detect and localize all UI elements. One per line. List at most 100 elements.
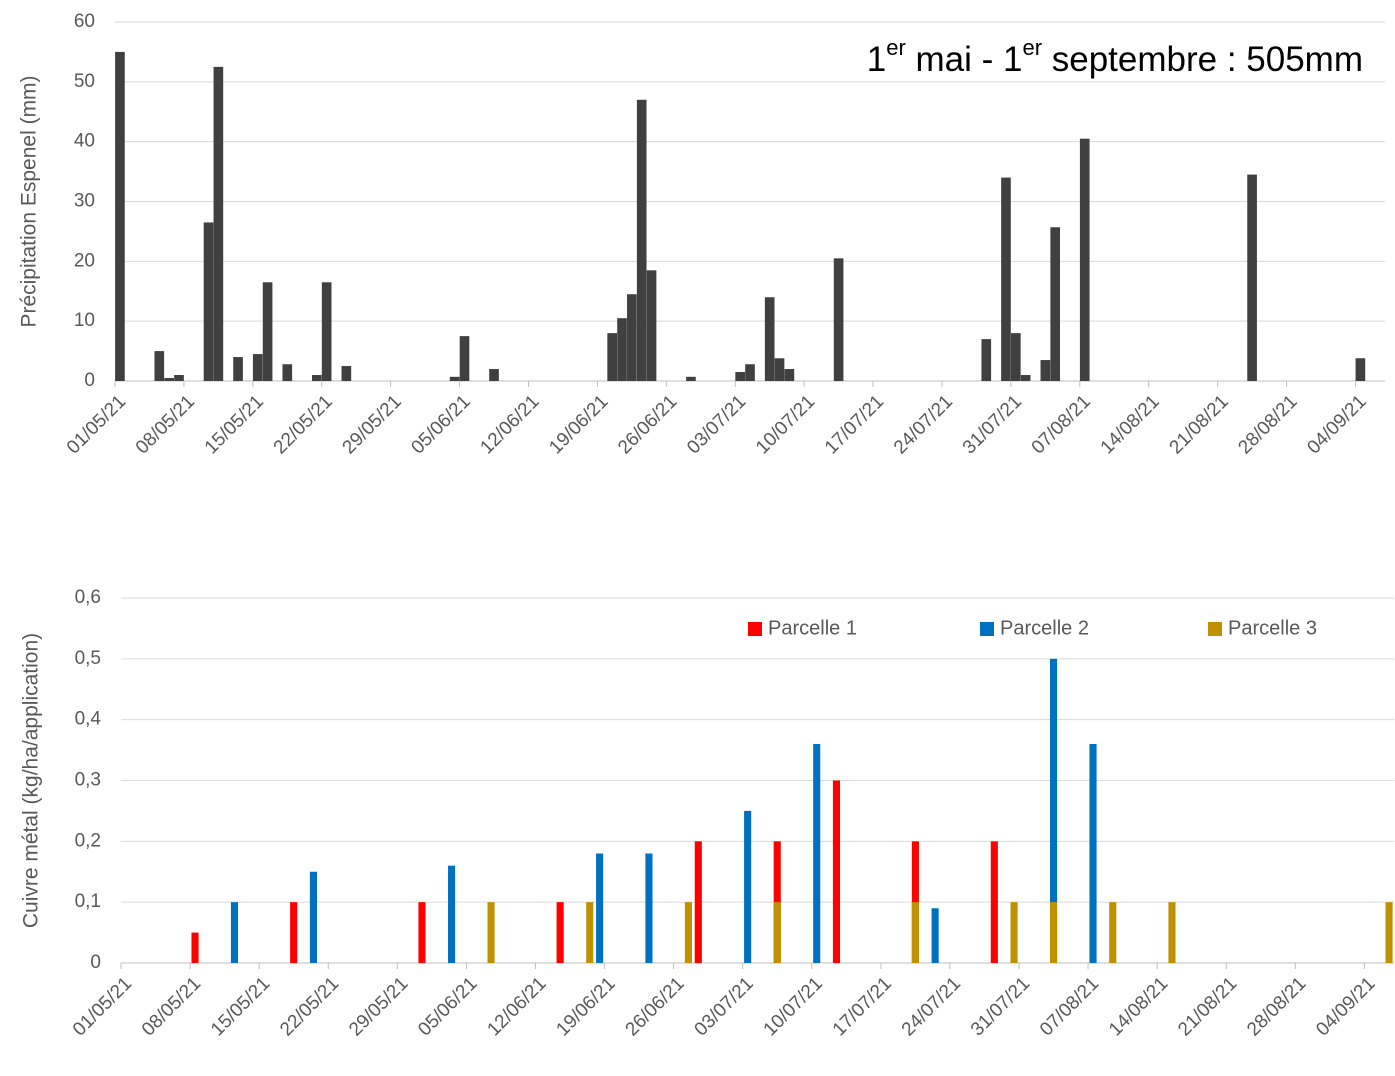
y-tick-label: 0,6 [75,587,101,608]
bar [230,902,239,963]
bar [164,378,174,381]
bar [262,282,273,381]
bar [617,318,627,381]
x-tick-label: 01/05/21 [69,973,136,1040]
bar [931,908,939,963]
x-tick-label: 26/06/21 [614,391,681,458]
x-tick-label: 28/08/21 [1234,391,1301,458]
y-tick-label: 50 [74,71,95,92]
annotation: 1er mai - 1er septembre : 505mm [867,35,1363,79]
bar [556,902,564,963]
bar [174,375,184,381]
bar [627,294,637,381]
x-tick-label: 15/05/21 [207,973,274,1040]
bar [646,270,657,381]
bar [1168,902,1176,963]
x-tick-label: 04/09/21 [1312,973,1379,1040]
bar [1010,333,1021,381]
x-tick-label: 19/06/21 [545,391,612,458]
x-tick-label: 08/05/21 [132,391,199,458]
bar [784,369,795,381]
x-tick-label: 19/06/21 [552,973,619,1040]
bar [311,375,322,381]
bar [290,902,298,963]
x-tick-label: 17/07/21 [821,391,888,458]
legend-label: Parcelle 3 [1228,617,1317,639]
y-tick-label: 0,2 [75,830,101,851]
bar [1049,902,1058,963]
bar [1247,174,1257,381]
bar [773,902,781,963]
bar [1020,375,1031,381]
y-tick-label: 60 [74,11,95,32]
bar [745,364,755,381]
superscript: er [886,35,906,60]
bar [981,339,992,381]
bar [1010,902,1018,963]
legend-swatch [1208,622,1222,636]
bar [154,351,165,381]
bar [813,744,821,963]
bar [1109,902,1117,963]
legend-swatch [980,622,994,636]
y-tick-label: 10 [74,310,95,331]
bar [636,99,647,382]
bar [1049,658,1058,963]
x-tick-label: 14/08/21 [1097,391,1164,458]
bar [282,364,293,381]
bar [735,372,745,381]
y-tick-label: 30 [74,191,95,212]
bar [694,841,702,963]
bar [487,902,495,963]
bar [252,354,263,381]
x-tick-label: 31/07/21 [967,973,1034,1040]
bar [418,902,426,963]
x-tick-label: 26/06/21 [622,973,689,1040]
bar [341,366,352,381]
y-tick-label: 0,5 [75,648,101,669]
bar [115,51,125,382]
x-tick-label: 21/08/21 [1166,391,1233,458]
y-axis-label: Cuivre métal (kg/ha/application) [20,633,43,928]
legend-label: Parcelle 1 [768,617,857,639]
text-run: 1 [867,40,886,79]
bar [489,369,499,381]
bar [203,222,214,381]
x-tick-label: 10/07/21 [752,391,819,458]
bar [1001,177,1011,381]
y-tick-label: 0,1 [75,891,101,912]
x-tick-label: 24/07/21 [890,391,957,458]
x-tick-label: 08/05/21 [138,973,205,1040]
x-tick-label: 24/07/21 [898,973,965,1040]
y-tick-label: 0,3 [75,770,101,791]
y-tick-label: 0 [84,370,95,391]
bar [233,357,243,381]
text-run: mai - 1 [906,40,1023,79]
y-tick-label: 20 [74,250,95,271]
bar [1355,358,1366,381]
bar [586,902,594,963]
x-tick-label: 31/07/21 [959,391,1026,458]
bar [309,871,317,963]
y-tick-label: 40 [74,131,95,152]
x-tick-label: 07/08/21 [1036,973,1103,1040]
bar [191,932,199,963]
x-tick-label: 28/08/21 [1243,973,1310,1040]
x-tick-label: 22/05/21 [276,973,343,1040]
x-tick-label: 14/08/21 [1105,973,1172,1040]
y-tick-label: 0 [90,952,101,973]
bar [459,336,470,381]
x-tick-label: 22/05/21 [270,391,337,458]
bar [607,333,617,381]
bar [448,865,456,963]
x-tick-label: 12/06/21 [483,973,550,1040]
bar [1089,744,1097,963]
x-tick-label: 01/05/21 [63,391,130,458]
legend-swatch [748,622,762,636]
x-tick-label: 03/07/21 [691,973,758,1040]
bar [1050,227,1061,381]
x-tick-label: 12/06/21 [476,391,543,458]
bar [684,902,692,963]
bar [832,780,840,963]
x-tick-label: 04/09/21 [1303,391,1370,458]
